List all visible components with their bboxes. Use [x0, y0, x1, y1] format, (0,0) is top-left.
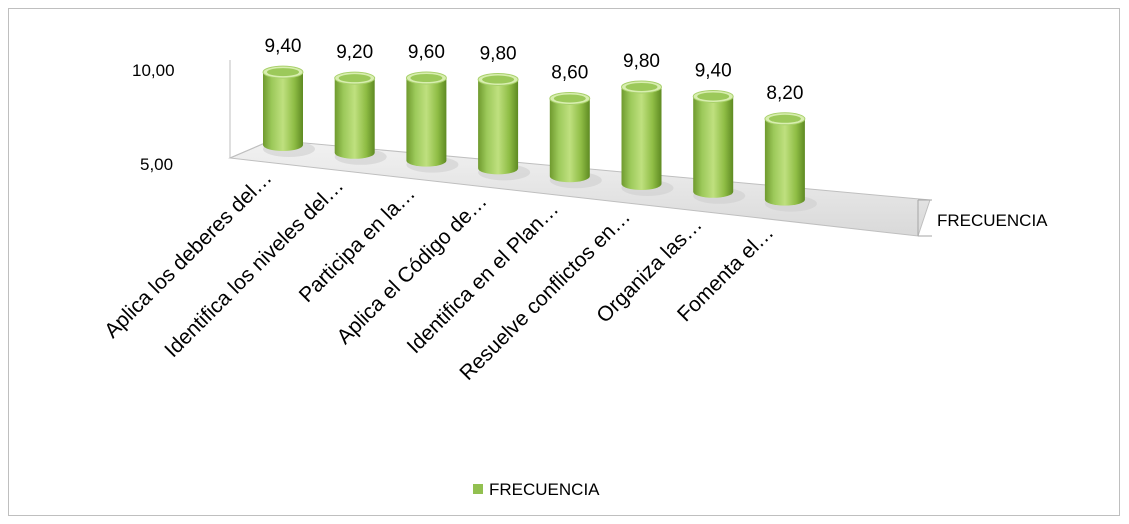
- bars: [262, 65, 817, 212]
- data-label: 8,60: [551, 62, 588, 83]
- bar-cap-inner: [697, 92, 730, 101]
- data-label: 9,40: [695, 60, 732, 81]
- bar: [477, 73, 531, 181]
- bar-body: [621, 86, 662, 190]
- legend: FRECUENCIA: [473, 480, 600, 499]
- data-label: 9,20: [336, 42, 373, 63]
- category-label: Aplica el Código de…: [333, 190, 492, 349]
- bar-cap-inner: [553, 94, 586, 103]
- y-tick-label-min: 5,00: [140, 155, 173, 174]
- data-label: 9,60: [408, 42, 445, 63]
- bar-cap-inner: [482, 75, 515, 84]
- data-label: 8,20: [766, 83, 803, 104]
- bar-body: [549, 98, 590, 183]
- bar-body: [334, 78, 375, 159]
- bar-body: [263, 72, 303, 151]
- bar: [549, 91, 602, 189]
- bar-cap-inner: [338, 74, 371, 83]
- bar-body: [693, 96, 734, 198]
- bar-body: [764, 118, 805, 206]
- data-label: 9,80: [480, 44, 517, 65]
- category-label: Aplica los deberes del…: [100, 166, 276, 342]
- data-label: 9,80: [623, 51, 660, 72]
- bar-cap-inner: [267, 68, 299, 77]
- bar: [764, 112, 817, 212]
- y-tick-label-max: 10,00: [132, 61, 175, 80]
- axes: 5,00 10,00 FRECUENCIA: [132, 60, 1048, 237]
- bar-cap-inner: [625, 82, 658, 91]
- data-labels: 9,40 9,20 9,60 9,80 8,60 9,80 9,40 8,20: [265, 36, 804, 104]
- bar-body: [478, 79, 519, 175]
- depth-axis-label: FRECUENCIA: [937, 211, 1048, 230]
- bar-cap-inner: [768, 114, 801, 123]
- bar: [405, 71, 459, 173]
- bar: [262, 65, 315, 157]
- data-label: 9,40: [265, 36, 302, 57]
- category-label: Identifica en el Plan…: [403, 197, 564, 358]
- legend-swatch: [473, 484, 483, 494]
- bar: [692, 89, 746, 204]
- bar-cap-inner: [410, 74, 443, 82]
- bar: [334, 71, 387, 165]
- bar: [621, 80, 674, 196]
- bar-body: [406, 78, 447, 167]
- legend-label: FRECUENCIA: [489, 480, 600, 499]
